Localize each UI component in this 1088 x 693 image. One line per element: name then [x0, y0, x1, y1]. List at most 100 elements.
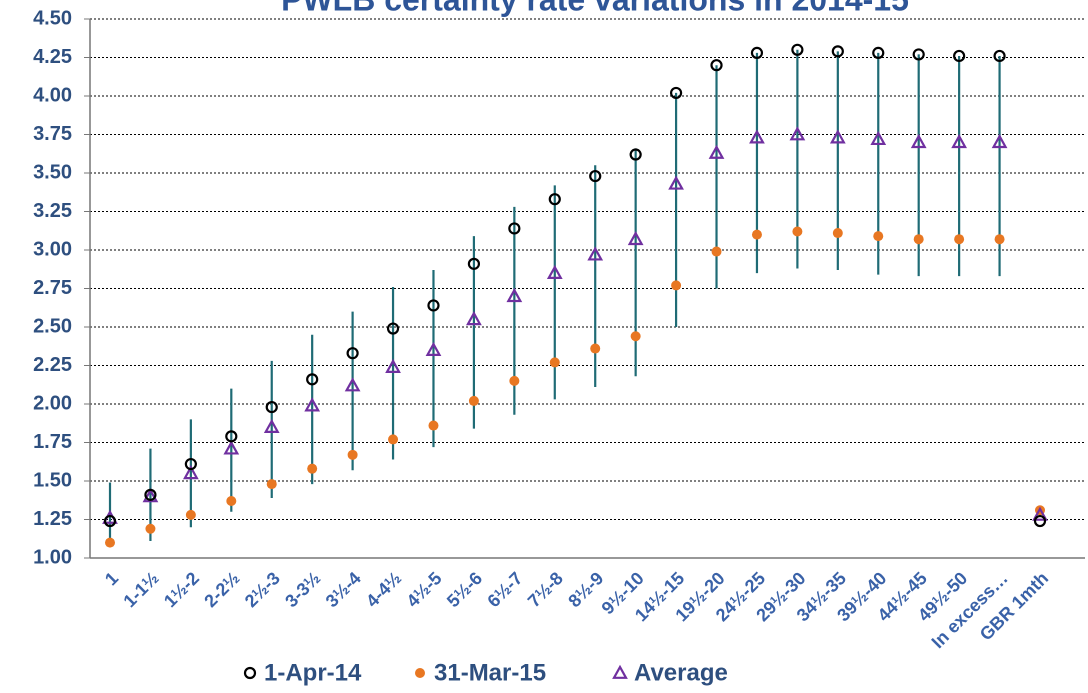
data-point — [1032, 506, 1048, 521]
data-point — [184, 457, 197, 471]
data-point — [306, 373, 319, 386]
data-point — [344, 377, 361, 392]
chart-title: PWLB certainty rate variations in 2014-1… — [281, 0, 909, 17]
data-point — [1033, 514, 1047, 528]
data-point — [994, 234, 1005, 245]
data-point — [265, 400, 278, 414]
x-tick-label: 6½-7 — [483, 568, 526, 611]
x-tick-label: 1-1½ — [119, 568, 162, 611]
y-tick-label: 3.25 — [33, 200, 72, 222]
data-point — [428, 420, 439, 431]
data-point — [749, 129, 765, 144]
x-tick-label: 4½-5 — [403, 568, 446, 611]
data-point — [508, 222, 521, 235]
legend-entry: Average — [612, 659, 728, 686]
x-tick-label: 3-3½ — [281, 568, 324, 611]
data-point — [105, 537, 115, 548]
data-point — [589, 169, 602, 183]
data-point — [627, 230, 644, 246]
data-point — [991, 133, 1008, 149]
data-point — [425, 341, 442, 356]
data-point — [590, 343, 601, 354]
y-tick-label: 1.50 — [33, 469, 72, 491]
y-tick-label: 3.00 — [33, 238, 72, 260]
data-point — [346, 347, 359, 360]
data-point — [266, 479, 277, 490]
y-tick-label: 1.75 — [33, 431, 72, 453]
data-point — [951, 133, 967, 149]
x-tick-label: 5½-6 — [443, 568, 486, 611]
data-point — [711, 246, 722, 257]
data-point — [549, 357, 560, 368]
data-point — [223, 440, 240, 455]
y-tick-label: 3.50 — [33, 161, 72, 183]
data-point — [385, 358, 401, 373]
legend-label: 1-Apr-14 — [264, 659, 362, 686]
y-tick-label: 2.00 — [33, 392, 72, 414]
data-point — [183, 465, 199, 480]
data-point — [587, 246, 604, 261]
data-point — [912, 48, 925, 61]
data-point — [263, 418, 280, 433]
data-point — [954, 234, 965, 245]
data-point — [142, 488, 159, 503]
data-point — [789, 126, 806, 141]
data-point — [791, 43, 804, 56]
data-point — [548, 193, 561, 206]
data-point — [226, 496, 237, 507]
data-point — [468, 395, 479, 406]
data-point — [668, 175, 684, 190]
x-tick-label: 1½-2 — [160, 568, 203, 611]
data-point — [870, 130, 887, 146]
data-point — [145, 523, 156, 534]
data-point — [750, 46, 764, 59]
y-tick-label: 2.25 — [33, 354, 72, 376]
legend-entry: 1-Apr-14 — [243, 659, 362, 686]
x-tick-label: 3½-4 — [322, 568, 365, 611]
y-tick-label: 2.75 — [33, 277, 72, 299]
y-tick-label: 2.50 — [33, 315, 72, 337]
data-point — [185, 509, 196, 520]
data-point — [953, 49, 966, 63]
y-tick-label: 4.00 — [33, 84, 72, 106]
legend-entry: 31-Mar-15 — [415, 659, 546, 686]
data-point — [386, 322, 400, 335]
legend-label: Average — [634, 659, 728, 686]
y-tick-label: 1.25 — [33, 508, 72, 530]
legend-marker — [243, 666, 257, 680]
legend-label: 31-Mar-15 — [434, 659, 546, 686]
data-point — [307, 463, 318, 474]
data-point — [629, 148, 642, 161]
data-point — [304, 397, 321, 412]
data-point — [388, 434, 399, 445]
data-point — [509, 375, 520, 386]
data-point — [829, 129, 846, 144]
data-point — [506, 287, 523, 303]
data-point — [669, 86, 683, 100]
data-point — [546, 264, 563, 279]
data-point — [347, 449, 358, 460]
x-tick-label: 7½-8 — [524, 568, 567, 611]
data-point — [872, 46, 885, 59]
data-point — [831, 45, 844, 58]
data-point — [910, 133, 927, 149]
data-point — [225, 430, 238, 443]
y-tick-label: 1.00 — [33, 546, 72, 568]
x-tick-label: 1 — [101, 568, 122, 589]
data-point — [751, 229, 762, 240]
x-tick-label: 4-4½ — [362, 568, 405, 611]
data-point — [993, 49, 1006, 63]
y-tick-label: 4.50 — [33, 7, 72, 29]
data-point — [103, 514, 117, 528]
data-point — [708, 144, 725, 159]
y-tick-label: 4.25 — [33, 46, 72, 68]
data-point — [832, 228, 843, 239]
data-point — [710, 59, 723, 72]
x-tick-label: 2-2½ — [200, 568, 243, 611]
data-point — [144, 488, 157, 501]
data-point — [671, 280, 682, 291]
data-point — [913, 234, 924, 245]
data-point — [873, 231, 884, 242]
y-tick-label: 3.75 — [33, 123, 72, 145]
